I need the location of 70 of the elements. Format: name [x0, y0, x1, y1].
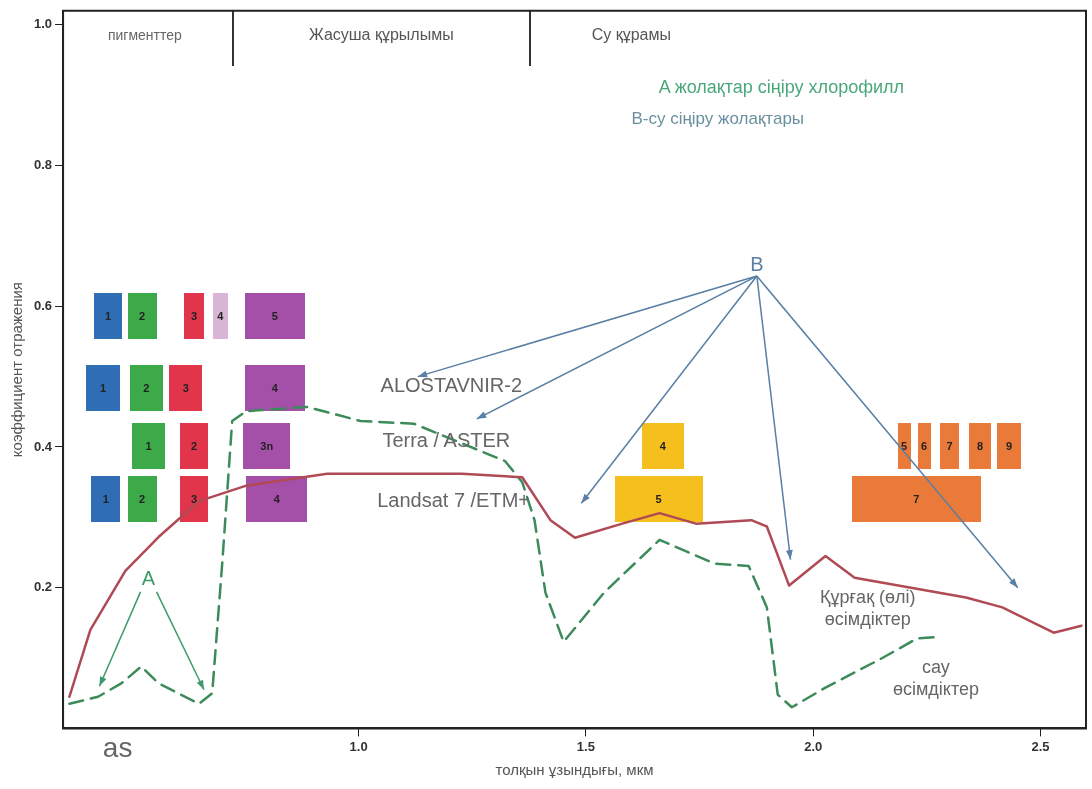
annotation: A	[141, 566, 156, 590]
y-tick-label: 0.4	[33, 438, 53, 454]
annotation: 1	[100, 381, 107, 394]
tile: 4	[212, 293, 228, 340]
tile: 4	[244, 364, 306, 411]
x-tick-label: 2.5	[1031, 738, 1050, 754]
tile: 2	[127, 476, 157, 523]
tile: 5	[614, 476, 703, 523]
y-tick-label: 1.0	[33, 16, 53, 32]
x-axis-title: толқын ұзындығы, мкм	[495, 761, 654, 779]
tile: 4	[246, 476, 308, 523]
x-tick-label: 2.0	[804, 738, 823, 754]
annotation: 2	[143, 381, 150, 394]
tile: 2	[179, 423, 209, 470]
annotation: 4	[273, 493, 280, 506]
tile: 7	[852, 476, 981, 523]
annotation: 1	[102, 493, 109, 506]
annotation: 1	[105, 310, 112, 323]
tile: 2	[129, 364, 163, 411]
y-axis-title: коэффициент отражения	[8, 282, 26, 458]
y-tick-label: 0.2	[33, 579, 53, 595]
annotation: 5	[901, 440, 908, 453]
annotation: ALOSTAVNIR-2	[380, 373, 523, 397]
tile: 9	[997, 423, 1022, 470]
series-label: Құрғақ (өлі) өсімдіктер	[820, 586, 916, 629]
annotation: 4	[271, 381, 278, 394]
annotation: пигменттер	[107, 27, 182, 44]
tile: 1	[131, 423, 166, 470]
y-tick-label: 0.8	[33, 157, 53, 173]
annotation: 4	[659, 440, 666, 453]
tile: 1	[86, 364, 120, 411]
annotation: A жолақтар сіңіру хлорофилл	[658, 76, 905, 98]
tile: 3	[179, 476, 209, 523]
annotation: 9	[1006, 440, 1013, 453]
y-tick-label: 0.6	[33, 297, 53, 313]
annotation: 2	[139, 310, 146, 323]
annotation: Жасуша құрылымы	[308, 26, 454, 45]
tile: 3	[184, 293, 204, 340]
annotation: 6	[921, 440, 928, 453]
tile: 5	[897, 423, 911, 470]
annotation: 3	[190, 310, 198, 323]
annotation: 3	[182, 381, 189, 394]
annotation: 5	[655, 493, 662, 506]
text: as	[102, 732, 133, 765]
annotation: 2	[190, 440, 198, 453]
tile: 5	[244, 293, 306, 340]
annotation: 3n	[260, 440, 274, 453]
annotation: 8	[977, 440, 984, 453]
tile: 1	[93, 293, 123, 340]
annotation: Су құрамы	[591, 26, 672, 45]
x-tick-label: 1.5	[576, 738, 595, 754]
tile: 7	[939, 423, 960, 470]
tile: 4	[641, 423, 684, 470]
annotation: В-су сіңіру жолақтары	[631, 109, 805, 130]
annotation: 1	[145, 440, 152, 453]
tile: 2	[127, 293, 157, 340]
tile: 1	[91, 476, 121, 523]
annotation: 7	[946, 440, 953, 453]
tile: 3n	[243, 423, 291, 470]
tile: 8	[969, 423, 992, 470]
annotation: 7	[913, 493, 920, 506]
annotation: 2	[139, 493, 146, 506]
annotation: 3	[190, 493, 198, 506]
series-label: сау өсімдіктер	[892, 657, 979, 700]
tile: 3	[169, 364, 203, 411]
annotation: 5	[271, 310, 278, 323]
x-tick-label: 1.0	[349, 738, 368, 754]
annotation: B	[750, 252, 764, 276]
annotation: 4	[217, 310, 224, 323]
tile: 6	[917, 423, 931, 470]
